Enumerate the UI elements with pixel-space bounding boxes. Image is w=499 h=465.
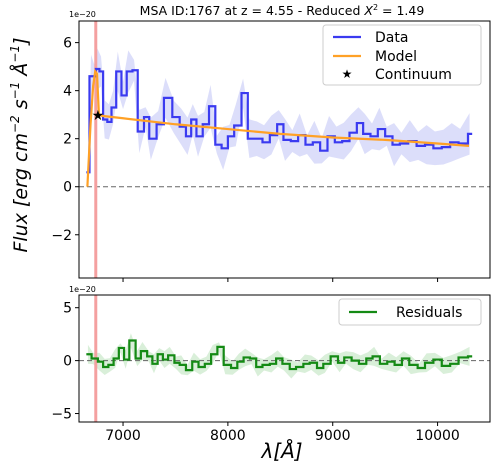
x-tick-label: 7000 [105, 428, 141, 444]
top-offset-text: 1e−20 [69, 10, 96, 19]
x-tick-label: 9000 [315, 428, 351, 444]
legend-model-label: Model [375, 49, 417, 65]
residuals-error-band [87, 333, 470, 379]
legend-continuum-star: ★ [342, 67, 353, 81]
residuals-series-line [86, 339, 473, 372]
data-error-band [87, 48, 470, 181]
continuum-star: ★ [92, 108, 105, 124]
residuals-panel: −5 0 5 7000 8000 9000 10000 Residuals [51, 294, 491, 444]
chart-title: MSA ID:1767 at z = 4.55 - Reduced X2 = 1… [140, 3, 425, 18]
y-tick-label: 0 [63, 354, 72, 370]
x-tick-label: 10000 [415, 428, 460, 444]
data-series-line [86, 67, 473, 174]
x-axis-label: λ[Å] [260, 439, 302, 463]
y-tick-label: 2 [63, 132, 72, 148]
legend-frame [338, 298, 482, 326]
flux-panel: ★ −2 0 2 4 6 Data Model ★ Continuum [51, 20, 491, 282]
x-tick-label: 8000 [210, 428, 246, 444]
y-tick-label: −2 [51, 228, 72, 244]
legend-frame [322, 24, 482, 86]
flux-plot-frame [78, 20, 491, 279]
y-tick-label: 6 [63, 36, 72, 52]
y-tick-label: 5 [63, 301, 72, 317]
model-series-line [86, 68, 470, 187]
legend-residuals-label: Residuals [396, 305, 462, 321]
y-axis-label: Flux [erg cm−2 s−1 Å−1] [8, 37, 32, 252]
residuals-legend: Residuals [338, 298, 482, 326]
legend-data-label: Data [375, 30, 408, 46]
flux-legend: Data Model ★ Continuum [322, 24, 482, 86]
bottom-offset-text: 1e−20 [69, 285, 96, 294]
residuals-plot-frame [78, 294, 491, 423]
y-tick-label: 4 [63, 84, 72, 100]
y-tick-label: 0 [63, 180, 72, 196]
y-tick-label: −5 [51, 407, 72, 423]
legend-continuum-label: Continuum [375, 67, 452, 83]
